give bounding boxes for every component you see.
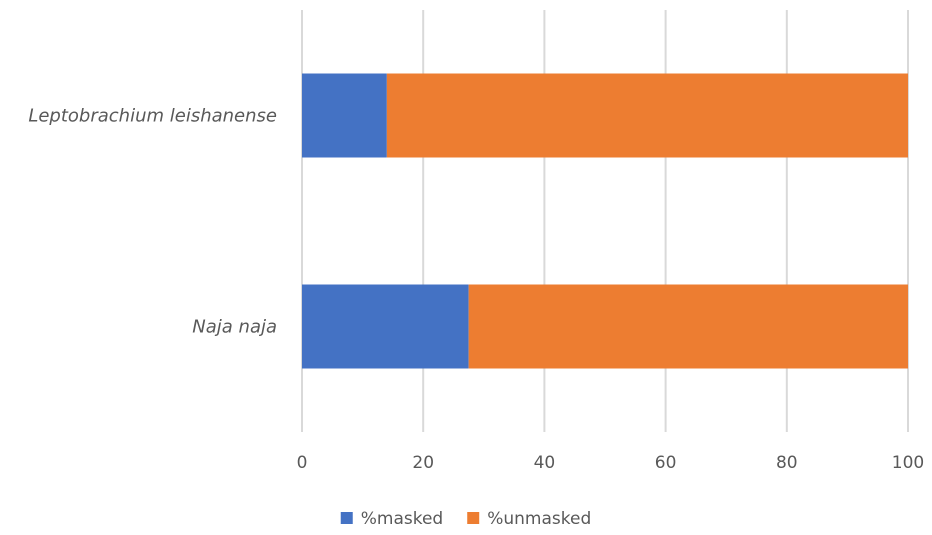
bar-masked [302,284,469,369]
x-tick-label: 60 [655,453,677,473]
x-tick-label: 20 [412,453,434,473]
x-tick-label: 100 [892,453,924,473]
bar-unmasked [468,284,908,369]
legend-label: %masked [361,509,443,529]
bar-unmasked [386,73,909,158]
category-label: Leptobrachium leishanense [28,106,277,127]
legend-swatch [340,512,353,524]
legend-label: %unmasked [487,509,591,529]
x-tick-label: 0 [297,453,308,473]
legend-swatch [467,512,480,524]
x-tick-label: 80 [776,453,798,473]
category-label: Naja naja [192,317,277,338]
x-tick-label: 40 [534,453,556,473]
bar-masked [302,73,387,158]
